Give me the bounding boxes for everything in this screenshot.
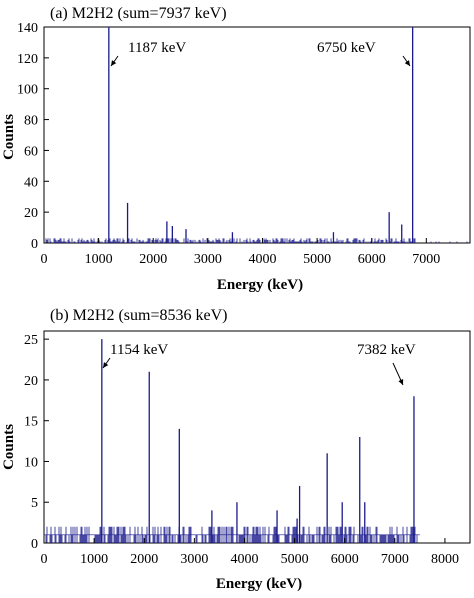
panel-a-ylabel: Counts <box>1 114 17 160</box>
panel-a-xlabel: Energy (keV) <box>217 277 303 293</box>
x-tick-label-4: 4000 <box>230 552 258 567</box>
annotation-arrowhead-0 <box>103 362 109 368</box>
y-tick-label-2: 10 <box>24 455 38 470</box>
x-tick-label-1: 1000 <box>80 552 108 567</box>
plot-frame <box>43 26 471 244</box>
y-tick-label-0: 0 <box>31 537 38 552</box>
panel-a-title: (a) M2H2 (sum=7937 keV) <box>50 5 227 22</box>
x-tick-label-6: 6000 <box>358 252 386 267</box>
x-tick-label-0: 0 <box>41 552 48 567</box>
panel-b-plot: 0 1000 2000 3000 4000 5000 6000 7000 8000 0 5 10 15 2… <box>24 330 471 567</box>
x-tick-label-2: 2000 <box>139 252 167 267</box>
panel-b-annotation-2: 7382 keV <box>357 342 416 358</box>
noise-bins <box>45 238 468 243</box>
y-tick-label-7: 140 <box>17 21 38 36</box>
x-tick-label-6: 6000 <box>331 552 359 567</box>
noise-bins <box>44 526 420 543</box>
x-tick-label-4: 4000 <box>248 252 276 267</box>
y-tick-label-0: 0 <box>31 237 38 252</box>
x-tick-label-5: 5000 <box>281 552 309 567</box>
y-tick-label-3: 15 <box>24 415 38 430</box>
panel-b: (b) M2H2 (sum=8536 keV) Counts Energy (k… <box>1 307 471 592</box>
x-tick-label-1: 1000 <box>85 252 113 267</box>
x-tick-label-2: 2000 <box>130 552 158 567</box>
x-tick-label-8: 8000 <box>431 552 459 567</box>
annotation-arrowhead-0 <box>111 60 117 66</box>
panel-b-ylabel: Counts <box>1 424 17 470</box>
annotation-arrowhead-1 <box>398 379 404 385</box>
y-tick-label-1: 5 <box>31 496 38 511</box>
plot-frame <box>43 330 471 544</box>
panel-b-annotation-1: 1154 keV <box>110 342 168 358</box>
y-tick-label-2: 40 <box>24 175 38 190</box>
y-tick-label-5: 100 <box>17 83 38 98</box>
panel-a-annotation-2: 6750 keV <box>317 40 376 56</box>
panel-b-title: (b) M2H2 (sum=8536 keV) <box>50 307 227 324</box>
x-tick-label-3: 3000 <box>180 552 208 567</box>
panel-a: (a) M2H2 (sum=7937 keV) Counts Energy (k… <box>1 5 471 293</box>
y-tick-label-3: 60 <box>24 144 38 159</box>
y-tick-label-5: 25 <box>24 333 38 348</box>
annotation-arrowhead-1 <box>404 60 410 66</box>
y-tick-label-1: 20 <box>24 206 38 221</box>
x-tick-label-5: 5000 <box>303 252 331 267</box>
panel-a-plot: 0 1000 2000 3000 4000 5000 6000 7000 0 20 40 60 80 10… <box>17 21 471 267</box>
y-tick-label-4: 20 <box>24 374 38 389</box>
x-tick-label-7: 7000 <box>412 252 440 267</box>
panel-a-annotation-1: 1187 keV <box>128 40 186 56</box>
panel-b-xlabel: Energy (keV) <box>216 576 302 592</box>
x-tick-label-7: 7000 <box>381 552 409 567</box>
y-tick-label-6: 120 <box>17 52 38 67</box>
x-tick-label-3: 3000 <box>194 252 222 267</box>
y-tick-label-4: 80 <box>24 114 38 129</box>
x-tick-label-0: 0 <box>41 252 48 267</box>
